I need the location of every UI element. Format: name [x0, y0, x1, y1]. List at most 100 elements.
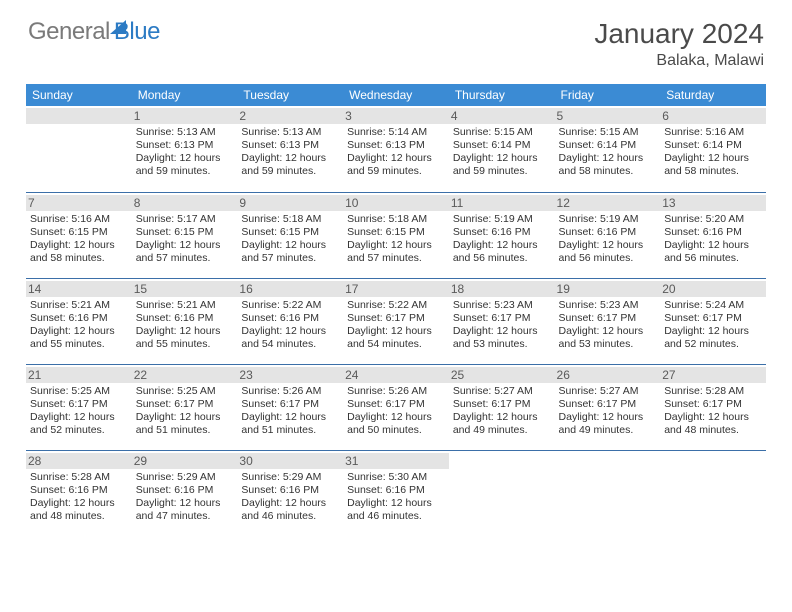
sunrise-text: Sunrise: 5:19 AM — [453, 213, 551, 226]
daylight-text-1: Daylight: 12 hours — [347, 152, 445, 165]
daylight-text-1: Daylight: 12 hours — [30, 325, 128, 338]
title-block: January 2024 Balaka, Malawi — [594, 18, 764, 70]
daylight-text-1: Daylight: 12 hours — [241, 411, 339, 424]
sunset-text: Sunset: 6:17 PM — [559, 398, 657, 411]
sunset-text: Sunset: 6:16 PM — [664, 226, 762, 239]
sunset-text: Sunset: 6:17 PM — [241, 398, 339, 411]
daylight-text-2: and 58 minutes. — [559, 165, 657, 178]
calendar-cell: 19Sunrise: 5:23 AMSunset: 6:17 PMDayligh… — [555, 278, 661, 364]
calendar-cell: 13Sunrise: 5:20 AMSunset: 6:16 PMDayligh… — [660, 192, 766, 278]
sunrise-text: Sunrise: 5:21 AM — [136, 299, 234, 312]
daylight-text-1: Daylight: 12 hours — [136, 239, 234, 252]
daylight-text-1: Daylight: 12 hours — [136, 325, 234, 338]
sunset-text: Sunset: 6:17 PM — [453, 312, 551, 325]
calendar-row: 28Sunrise: 5:28 AMSunset: 6:16 PMDayligh… — [26, 450, 766, 536]
calendar-cell: 15Sunrise: 5:21 AMSunset: 6:16 PMDayligh… — [132, 278, 238, 364]
day-number: 28 — [26, 453, 132, 469]
sunset-text: Sunset: 6:13 PM — [347, 139, 445, 152]
daylight-text-2: and 59 minutes. — [136, 165, 234, 178]
day-number: 18 — [449, 281, 555, 297]
daylight-text-2: and 46 minutes. — [241, 510, 339, 523]
sunset-text: Sunset: 6:17 PM — [136, 398, 234, 411]
daylight-text-1: Daylight: 12 hours — [453, 239, 551, 252]
calendar-cell: 18 Sunrise: 5:23 AMSunset: 6:17 PMDayligh… — [449, 278, 555, 364]
sunrise-text: Sunrise: 5:29 AM — [241, 471, 339, 484]
sunrise-text: Sunrise: 5:23 AM — [453, 299, 551, 312]
daylight-text-2: and 49 minutes. — [559, 424, 657, 437]
daynum-empty — [26, 108, 132, 124]
daylight-text-1: Daylight: 12 hours — [664, 411, 762, 424]
sunset-text: Sunset: 6:14 PM — [559, 139, 657, 152]
day-number: 16 — [237, 281, 343, 297]
sunrise-text: Sunrise: 5:27 AM — [453, 385, 551, 398]
sunrise-text: Sunrise: 5:21 AM — [30, 299, 128, 312]
day-number: 26 — [555, 367, 661, 383]
daylight-text-1: Daylight: 12 hours — [559, 325, 657, 338]
calendar-cell — [555, 450, 661, 536]
day-number: 19 — [555, 281, 661, 297]
day-number: 23 — [237, 367, 343, 383]
calendar-table: Sunday Monday Tuesday Wednesday Thursday… — [26, 84, 766, 536]
day-number: 13 — [660, 195, 766, 211]
calendar-cell: 3 Sunrise: 5:14 AMSunset: 6:13 PMDaylight… — [343, 106, 449, 192]
daylight-text-2: and 58 minutes. — [30, 252, 128, 265]
day-number: 5 — [555, 108, 661, 124]
daylight-text-1: Daylight: 12 hours — [136, 152, 234, 165]
daylight-text-1: Daylight: 12 hours — [453, 325, 551, 338]
day-number: 12 — [555, 195, 661, 211]
daylight-text-1: Daylight: 12 hours — [241, 497, 339, 510]
sunrise-text: Sunrise: 5:20 AM — [664, 213, 762, 226]
month-title: January 2024 — [594, 18, 764, 50]
calendar-cell: 9Sunrise: 5:18 AMSunset: 6:15 PMDaylight… — [237, 192, 343, 278]
daylight-text-2: and 47 minutes. — [136, 510, 234, 523]
sunrise-text: Sunrise: 5:17 AM — [136, 213, 234, 226]
day-header: Thursday — [449, 84, 555, 106]
daylight-text-2: and 51 minutes. — [241, 424, 339, 437]
calendar-cell: 6Sunrise: 5:16 AMSunset: 6:14 PMDaylight… — [660, 106, 766, 192]
calendar-cell — [26, 106, 132, 192]
sunrise-text: Sunrise: 5:24 AM — [664, 299, 762, 312]
sunset-text: Sunset: 6:15 PM — [136, 226, 234, 239]
daylight-text-2: and 59 minutes. — [241, 165, 339, 178]
daylight-text-2: and 46 minutes. — [347, 510, 445, 523]
calendar-cell: 16Sunrise: 5:22 AMSunset: 6:16 PMDayligh… — [237, 278, 343, 364]
daylight-text-2: and 48 minutes. — [664, 424, 762, 437]
calendar-cell: 2Sunrise: 5:13 AMSunset: 6:13 PMDaylight… — [237, 106, 343, 192]
day-header: Saturday — [660, 84, 766, 106]
sunset-text: Sunset: 6:16 PM — [559, 226, 657, 239]
daylight-text-2: and 59 minutes. — [347, 165, 445, 178]
sunrise-text: Sunrise: 5:28 AM — [664, 385, 762, 398]
calendar-cell: 27Sunrise: 5:28 AMSunset: 6:17 PMDayligh… — [660, 364, 766, 450]
sunrise-text: Sunrise: 5:14 AM — [347, 126, 445, 139]
sunset-text: Sunset: 6:16 PM — [347, 484, 445, 497]
daylight-text-2: and 53 minutes. — [453, 338, 551, 351]
calendar-cell: 1Sunrise: 5:13 AMSunset: 6:13 PMDaylight… — [132, 106, 238, 192]
daylight-text-2: and 57 minutes. — [241, 252, 339, 265]
daylight-text-1: Daylight: 12 hours — [559, 411, 657, 424]
sunset-text: Sunset: 6:16 PM — [30, 484, 128, 497]
day-header: Sunday — [26, 84, 132, 106]
daylight-text-1: Daylight: 12 hours — [664, 152, 762, 165]
calendar-cell: 8Sunrise: 5:17 AMSunset: 6:15 PMDaylight… — [132, 192, 238, 278]
sunset-text: Sunset: 6:16 PM — [241, 312, 339, 325]
daylight-text-1: Daylight: 12 hours — [241, 152, 339, 165]
day-number: 3 — [343, 108, 449, 124]
sunset-text: Sunset: 6:17 PM — [664, 398, 762, 411]
daylight-text-2: and 59 minutes. — [453, 165, 551, 178]
sunset-text: Sunset: 6:17 PM — [30, 398, 128, 411]
daylight-text-2: and 57 minutes. — [347, 252, 445, 265]
sunset-text: Sunset: 6:13 PM — [136, 139, 234, 152]
sunset-text: Sunset: 6:16 PM — [136, 312, 234, 325]
day-number: 1 — [132, 108, 238, 124]
sunrise-text: Sunrise: 5:15 AM — [453, 126, 551, 139]
day-header: Wednesday — [343, 84, 449, 106]
day-number: 17 — [343, 281, 449, 297]
sunset-text: Sunset: 6:14 PM — [453, 139, 551, 152]
sunrise-text: Sunrise: 5:16 AM — [664, 126, 762, 139]
sunrise-text: Sunrise: 5:18 AM — [241, 213, 339, 226]
sunrise-text: Sunrise: 5:18 AM — [347, 213, 445, 226]
calendar-cell: 14Sunrise: 5:21 AMSunset: 6:16 PMDayligh… — [26, 278, 132, 364]
logo-text-general: General — [28, 18, 110, 46]
day-header: Friday — [555, 84, 661, 106]
sunrise-text: Sunrise: 5:29 AM — [136, 471, 234, 484]
